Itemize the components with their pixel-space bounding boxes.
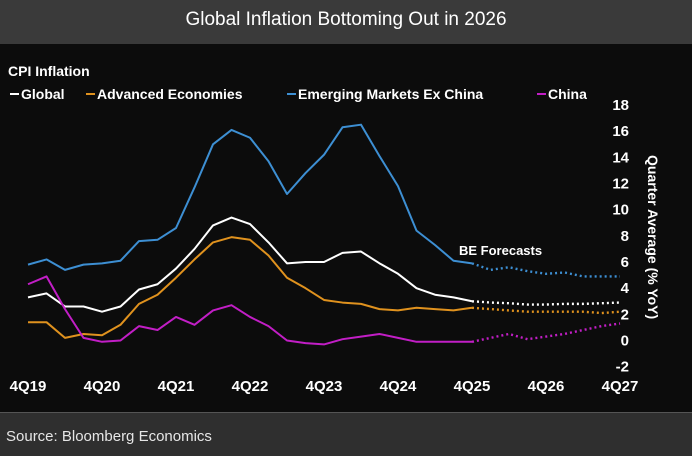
y-tick-label: 0 — [621, 333, 629, 350]
x-tick-label: 4Q19 — [10, 378, 47, 395]
x-tick-label: 4Q26 — [528, 378, 565, 395]
y-tick-label: -2 — [616, 359, 629, 376]
series-line-3 — [27, 275, 472, 346]
series-forecast-line-0 — [471, 300, 621, 306]
legend-label: Global — [21, 86, 65, 102]
forecast-annotation: BE Forecasts — [459, 243, 542, 258]
chart-subtitle: CPI Inflation — [8, 63, 90, 79]
y-tick-label: 6 — [621, 254, 629, 271]
chart-footer: Source: Bloomberg Economics — [0, 412, 692, 456]
x-tick-label: 4Q27 — [602, 378, 639, 395]
y-tick-label: 8 — [621, 228, 629, 245]
series-line-0 — [27, 216, 473, 313]
series-forecast-line-1 — [471, 306, 621, 315]
chart-panel — [0, 44, 692, 412]
series-forecast-line-2 — [471, 262, 620, 278]
chart-title: Global Inflation Bottoming Out in 2026 — [185, 9, 507, 30]
x-tick-label: 4Q24 — [380, 378, 417, 395]
y-tick-label: 16 — [612, 123, 629, 140]
series-forecast-line-3 — [471, 322, 621, 343]
series-line-1 — [28, 236, 473, 339]
y-tick-label: 2 — [621, 306, 629, 323]
y-tick-label: 12 — [612, 176, 629, 193]
x-tick-label: 4Q20 — [84, 378, 121, 395]
x-tick-label: 4Q22 — [232, 378, 269, 395]
x-axis-ticks: 4Q19 4Q20 4Q21 4Q22 4Q23 4Q24 4Q25 4Q26 4Q27 — [10, 378, 639, 395]
y-axis-label: Quarter Average (% YoY) — [645, 155, 661, 319]
series-line-2 — [27, 123, 473, 271]
legend-label: Advanced Economies — [97, 86, 243, 102]
cpi-line-chart: CPI Inflation Global Advanced Economies Em… — [8, 63, 661, 395]
source-text: Source: Bloomberg Economics — [6, 428, 212, 445]
chart-header: Global Inflation Bottoming Out in 2026 — [0, 0, 692, 44]
legend: Global Advanced Economies Emerging Markets… — [10, 86, 587, 102]
legend-label: China — [548, 86, 587, 102]
y-axis-ticks: -2 0 2 4 6 8 10 12 14 16 18 — [612, 97, 629, 376]
x-tick-label: 4Q21 — [158, 378, 195, 395]
legend-label: Emerging Markets Ex China — [298, 86, 483, 102]
series-lines — [27, 123, 621, 346]
x-tick-label: 4Q25 — [454, 378, 491, 395]
y-tick-label: 10 — [612, 202, 629, 219]
y-tick-label: 18 — [612, 97, 629, 114]
y-tick-label: 4 — [621, 280, 630, 297]
y-tick-label: 14 — [612, 149, 629, 166]
x-tick-label: 4Q23 — [306, 378, 343, 395]
